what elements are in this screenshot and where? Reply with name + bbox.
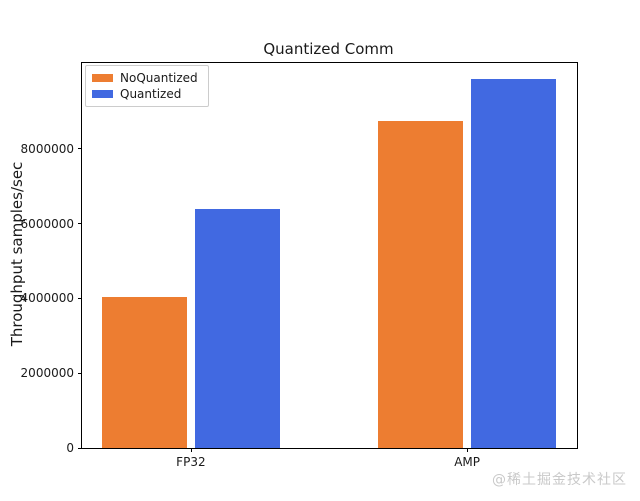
legend-swatch-noquantized (92, 74, 113, 82)
y-tick-mark-6000000 (78, 223, 82, 225)
x-tick-mark-fp32 (190, 448, 192, 452)
legend-swatch-quantized (92, 90, 113, 98)
x-tick-mark-amp (467, 448, 469, 452)
bar-amp-noquantized (378, 120, 464, 448)
y-tick-label-8000000: 8000000 (20, 141, 74, 156)
watermark: @稀土掘金技术社区 (492, 472, 627, 488)
y-tick-label-2000000: 2000000 (20, 366, 74, 381)
y-tick-mark-0 (78, 447, 82, 449)
plot-area: 0 2000000 4000000 6000000 8000000 FP32 AMP No… (21, 62, 578, 469)
legend-entry-noquantized: NoQuantized (92, 70, 198, 86)
y-tick-label-6000000: 6000000 (20, 216, 74, 231)
x-tick-label-fp32: FP32 (176, 455, 206, 469)
legend: NoQuantized Quantized (85, 65, 209, 107)
legend-label-quantized: Quantized (120, 87, 182, 101)
x-tick-label-amp: AMP (454, 455, 481, 469)
chart-title: Quantized Comm (263, 40, 394, 58)
bar-amp-quantized (471, 79, 557, 448)
y-axis-label: Throughput samples/sec (8, 161, 26, 347)
legend-label-noquantized: NoQuantized (120, 71, 198, 85)
y-tick-mark-2000000 (78, 372, 82, 374)
y-tick-mark-8000000 (78, 148, 82, 150)
legend-entry-quantized: Quantized (92, 86, 198, 102)
y-tick-label-4000000: 4000000 (20, 291, 74, 306)
y-tick-label-0: 0 (66, 441, 74, 455)
bar-fp32-quantized (194, 208, 280, 448)
y-tick-mark-4000000 (78, 297, 82, 299)
bar-fp32-noquantized (101, 296, 187, 448)
